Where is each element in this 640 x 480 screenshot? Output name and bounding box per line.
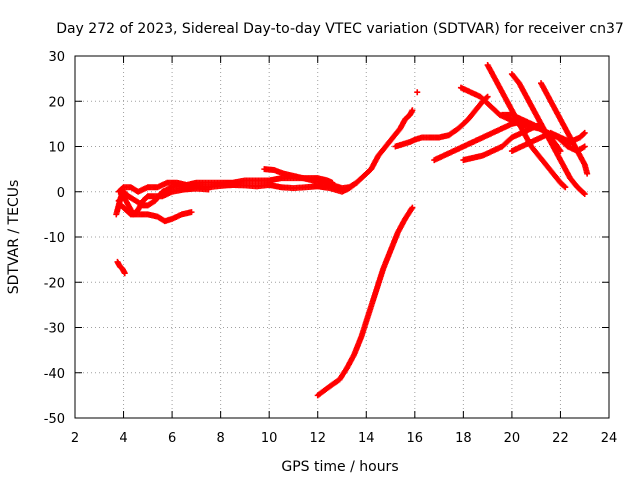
data-point — [483, 94, 490, 101]
data-point — [409, 204, 416, 211]
data-point — [409, 107, 416, 114]
y-tick-label: 10 — [48, 141, 65, 156]
data-point — [584, 170, 591, 177]
y-tick-label: -20 — [44, 276, 65, 291]
series-t17 — [499, 111, 564, 155]
y-axis-label: SDTVAR / TECUs — [6, 180, 22, 295]
x-tick-label: 12 — [309, 431, 326, 446]
series-t5 — [261, 166, 360, 192]
series-t9 — [414, 89, 421, 96]
grid-lines — [75, 56, 609, 418]
y-tick-label: 20 — [48, 95, 65, 110]
data-point — [561, 183, 568, 190]
x-tick-label: 4 — [119, 431, 127, 446]
data-point — [581, 191, 588, 198]
data-point — [353, 179, 360, 186]
data-point — [580, 190, 587, 197]
x-tick-label: 14 — [358, 431, 375, 446]
x-tick-labels: 2 4 6 8 10 12 14 16 18 20 22 24 — [71, 431, 617, 446]
x-tick-label: 22 — [552, 431, 569, 446]
x-tick-label: 20 — [504, 431, 521, 446]
y-tick-label: -30 — [44, 322, 65, 337]
chart-title: Day 272 of 2023, Sidereal Day-to-day VTE… — [56, 21, 624, 37]
series-t8 — [392, 93, 491, 150]
y-tick-label: -50 — [44, 412, 65, 427]
data-point — [557, 148, 564, 155]
y-tick-label: 30 — [48, 50, 65, 65]
series-t3 — [118, 202, 195, 225]
data-point — [562, 184, 569, 191]
x-tick-label: 18 — [455, 431, 472, 446]
y-tick-label: -40 — [44, 367, 65, 382]
x-tick-label: 24 — [601, 431, 618, 446]
data-point — [414, 89, 421, 96]
data-point — [205, 186, 212, 193]
y-tick-labels: -50 -40 -30 -20 -10 0 10 20 30 — [44, 50, 65, 427]
series-t7 — [314, 204, 416, 399]
series-t1 — [113, 107, 416, 218]
data-point — [581, 143, 588, 150]
x-tick-label: 10 — [261, 431, 278, 446]
data-points — [113, 62, 591, 399]
plot-frame — [74, 55, 610, 419]
data-point — [580, 130, 587, 137]
data-point — [188, 209, 195, 216]
x-tick-label: 6 — [168, 431, 176, 446]
y-tick-label: -10 — [44, 231, 65, 246]
series-t6 — [114, 258, 128, 277]
x-axis-label: GPS time / hours — [281, 459, 398, 475]
x-tick-label: 8 — [216, 431, 224, 446]
y-tick-label: 0 — [57, 186, 65, 201]
x-tick-label: 2 — [71, 431, 79, 446]
data-point — [121, 270, 128, 277]
data-point — [581, 129, 588, 136]
data-point — [484, 93, 491, 100]
x-tick-label: 16 — [407, 431, 424, 446]
